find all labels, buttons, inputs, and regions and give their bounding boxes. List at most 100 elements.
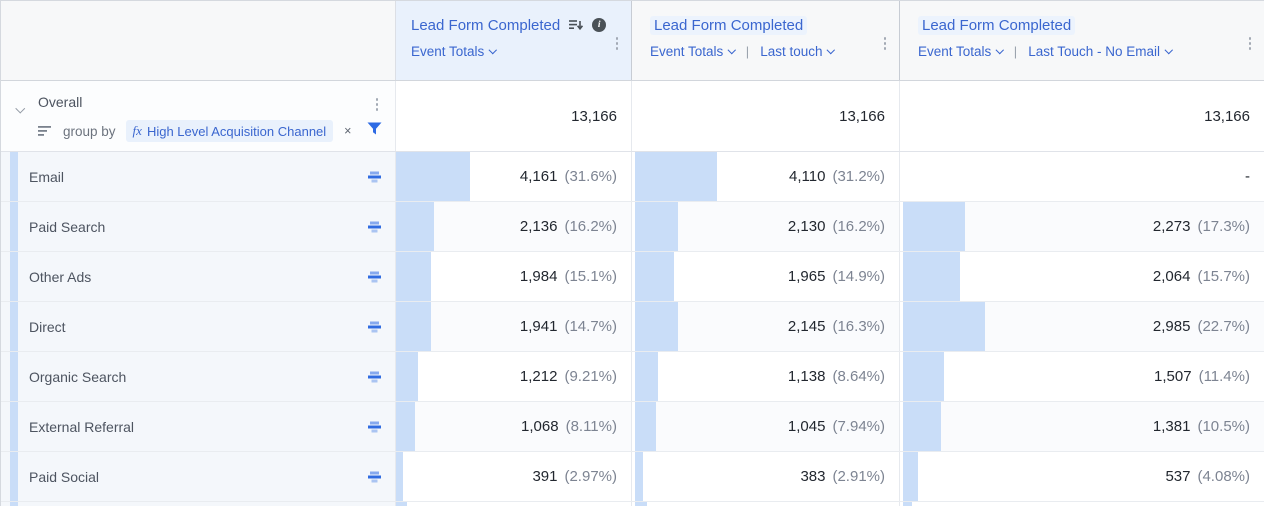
value-bar — [396, 502, 408, 506]
close-icon[interactable]: × — [344, 124, 352, 138]
chevron-down-icon — [728, 45, 736, 54]
value-cell[interactable]: 1,941 (14.7%) — [396, 302, 631, 351]
row-label: Paid Social — [29, 468, 100, 485]
bars-icon[interactable] — [367, 370, 382, 383]
value-cell[interactable] — [396, 502, 631, 506]
value-cell[interactable]: 1,138 (8.64%) — [635, 352, 899, 401]
value-cell[interactable]: 2,273 (17.3%) — [903, 202, 1264, 251]
bars-icon[interactable] — [367, 220, 382, 233]
value-number: 4,161 — [519, 168, 558, 185]
value-cell[interactable]: 4,110 (31.2%) — [635, 152, 899, 201]
value-percent: (17.3%) — [1197, 218, 1250, 235]
value-cell[interactable]: 1,045 (7.94%) — [635, 402, 899, 451]
chevron-down-icon[interactable] — [15, 103, 25, 114]
metric-title-line: Lead Form Completed i — [411, 15, 617, 35]
value-cell[interactable]: 4,161 (31.6%) — [396, 152, 631, 201]
metric-column-header: Lead Form Completed i Event Totals — [396, 1, 631, 80]
metric-controls: Event Totals | Last Touch - No Email — [918, 44, 1250, 59]
value-cell[interactable]: 2,145 (16.3%) — [635, 302, 899, 351]
value-cell[interactable]: 537 (4.08%) — [903, 452, 1264, 501]
column-gutter — [899, 252, 903, 301]
row-label-cell[interactable]: Other Ads — [1, 252, 396, 301]
partial-row — [1, 502, 1264, 506]
sort-descending-icon[interactable] — [569, 19, 584, 32]
row-label-cell[interactable]: Direct — [1, 302, 396, 351]
value-bar — [396, 452, 403, 501]
chevron-down-icon — [489, 45, 497, 54]
value-cell[interactable]: 2,130 (16.2%) — [635, 202, 899, 251]
row-label-cell[interactable]: Email — [1, 152, 396, 201]
group-by-chip[interactable]: fx High Level Acquisition Channel — [125, 120, 334, 142]
row-label-cell[interactable] — [1, 502, 396, 506]
column-gutter — [899, 302, 903, 351]
value-cell[interactable] — [635, 502, 899, 506]
value-bar — [635, 252, 675, 301]
column-gutter — [899, 202, 903, 251]
value-cell[interactable]: 1,965 (14.9%) — [635, 252, 899, 301]
metric-control-dropdown[interactable]: Event Totals — [650, 44, 736, 59]
info-icon[interactable]: i — [592, 18, 607, 32]
kebab-icon[interactable] — [373, 95, 382, 114]
value-cell[interactable] — [903, 502, 1264, 506]
series-color-strip — [10, 502, 18, 506]
table-header-row: Lead Form Completed i Event Totals Lead For… — [1, 1, 1264, 81]
value-percent: (14.9%) — [832, 268, 885, 285]
metric-control-dropdown[interactable]: Event Totals — [411, 44, 497, 59]
value-text: 4,161 (31.6%) — [520, 152, 617, 201]
overall-value-cell[interactable]: 13,166 — [635, 81, 899, 151]
row-label-cell[interactable]: Paid Social — [1, 452, 396, 501]
bars-icon[interactable] — [367, 170, 382, 183]
value-cell[interactable]: 1,212 (9.21%) — [396, 352, 631, 401]
overall-value-cell[interactable]: 13,166 — [396, 81, 631, 151]
value-cell[interactable]: 1,381 (10.5%) — [903, 402, 1264, 451]
metric-control-dropdown[interactable]: Last Touch - No Email — [1028, 44, 1173, 59]
value-bar — [635, 152, 718, 201]
metric-control-dropdown[interactable]: Last touch — [760, 44, 836, 59]
bars-icon[interactable] — [367, 420, 382, 433]
value-cell[interactable]: 1,984 (15.1%) — [396, 252, 631, 301]
overall-value: 13,166 — [571, 107, 617, 125]
bars-icon[interactable] — [367, 270, 382, 283]
table-row: Other Ads 1,984 (15.1%) 1,965 (14.9%) 2,064 (1… — [1, 252, 1264, 302]
value-cell[interactable]: 2,985 (22.7%) — [903, 302, 1264, 351]
metric-title-line: Lead Form Completed — [918, 15, 1250, 35]
row-label-cell[interactable]: External Referral — [1, 402, 396, 451]
kebab-icon[interactable] — [613, 34, 622, 53]
bars-icon[interactable] — [367, 470, 382, 483]
value-cell[interactable]: 383 (2.91%) — [635, 452, 899, 501]
value-cell[interactable]: 1,068 (8.11%) — [396, 402, 631, 451]
value-number: 2,145 — [787, 318, 826, 335]
metric-title[interactable]: Lead Form Completed — [918, 15, 1076, 35]
value-cell[interactable]: 391 (2.97%) — [396, 452, 631, 501]
value-cell[interactable]: 2,136 (16.2%) — [396, 202, 631, 251]
metric-control-label: Event Totals — [918, 44, 992, 59]
kebab-icon[interactable] — [1246, 34, 1255, 53]
value-cell[interactable]: 1,507 (11.4%) — [903, 352, 1264, 401]
metric-title[interactable]: Lead Form Completed — [411, 16, 561, 34]
value-number: 2,130 — [787, 218, 826, 235]
metric-control-dropdown[interactable]: Event Totals — [918, 44, 1004, 59]
overall-value-cell[interactable]: 13,166 — [903, 81, 1264, 151]
value-text: 1,507 (11.4%) — [1154, 352, 1250, 401]
value-text: 391 (2.97%) — [532, 452, 617, 501]
value-bar — [635, 452, 643, 501]
kebab-icon[interactable] — [881, 34, 890, 53]
chevron-down-icon — [1164, 45, 1173, 54]
value-percent: (8.64%) — [832, 368, 885, 385]
series-color-strip — [10, 402, 18, 451]
table-row: External Referral 1,068 (8.11%) 1,045 (7.94%… — [1, 402, 1264, 452]
table-row: Organic Search 1,212 (9.21%) 1,138 (8.64%) 1,… — [1, 352, 1264, 402]
value-text: 1,984 (15.1%) — [520, 252, 617, 301]
metric-title[interactable]: Lead Form Completed — [650, 15, 808, 35]
row-label-cell[interactable]: Organic Search — [1, 352, 396, 401]
value-bar — [635, 502, 647, 506]
value-cell[interactable]: 2,064 (15.7%) — [903, 252, 1264, 301]
bars-icon[interactable] — [367, 320, 382, 333]
value-text: 1,045 (7.94%) — [788, 402, 885, 451]
value-number: 4,110 — [789, 168, 826, 185]
value-cell[interactable]: - — [903, 152, 1264, 201]
metric-column-header: Lead Form Completed Event Totals | Last tou… — [635, 1, 899, 80]
row-label-cell[interactable]: Paid Search — [1, 202, 396, 251]
funnel-icon[interactable] — [367, 122, 382, 135]
value-number: 2,273 — [1152, 218, 1191, 235]
